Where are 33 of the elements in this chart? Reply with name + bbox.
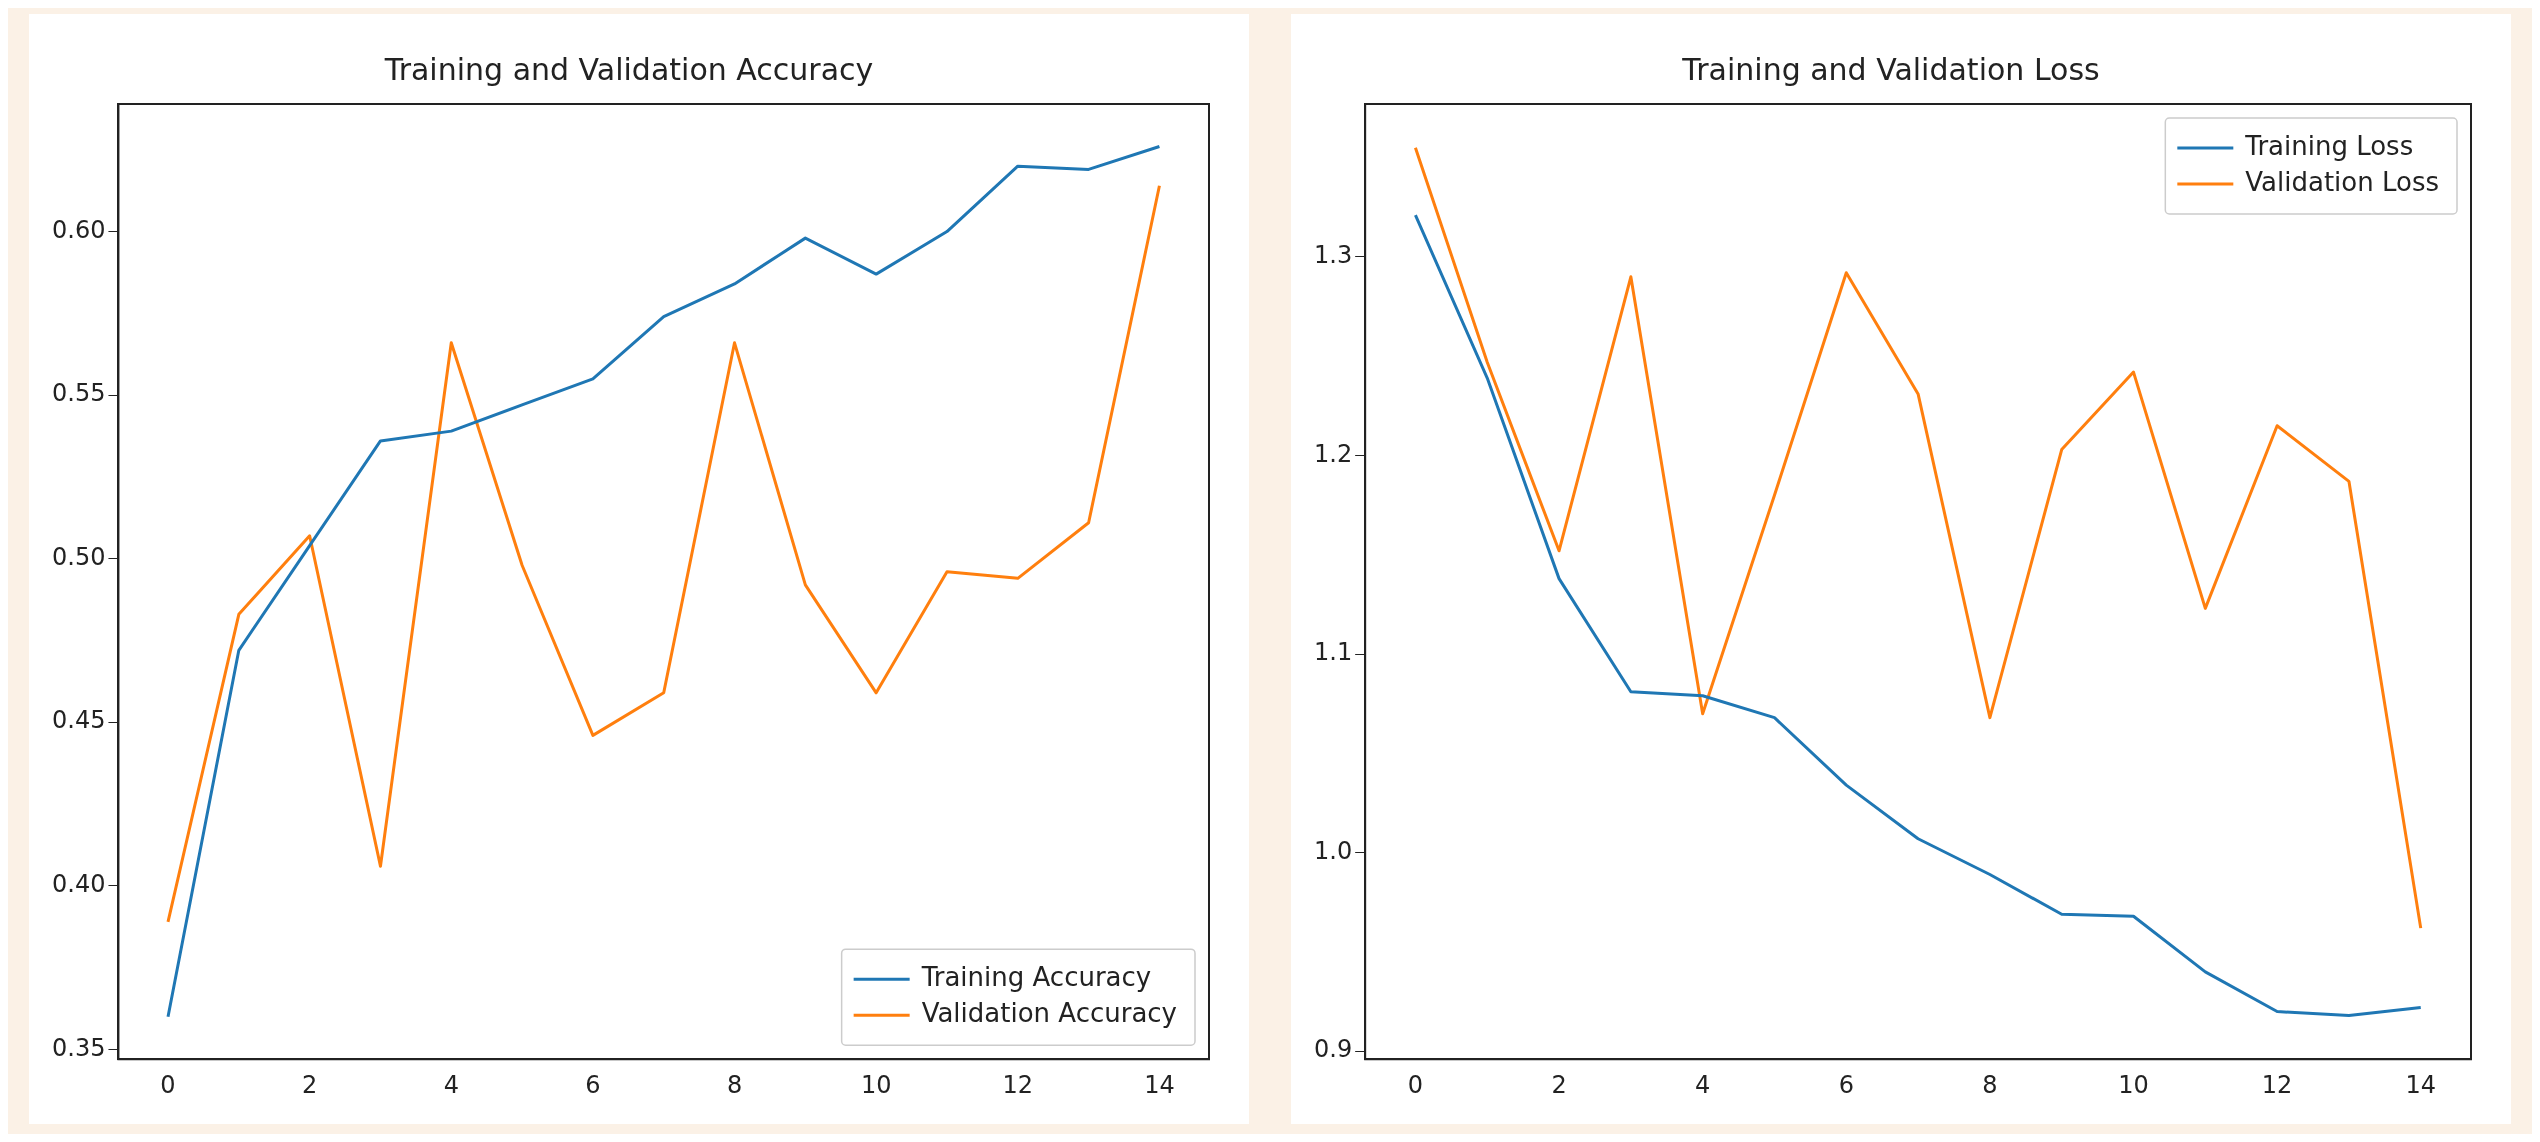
x-tick-label: 6 <box>585 1070 601 1099</box>
y-tick-label: 0.35 <box>52 1033 106 1062</box>
chart-title: Training and Validation Accuracy <box>383 51 874 87</box>
y-tick-label: 1.1 <box>1314 638 1353 667</box>
legend-label: Training Loss <box>2244 130 2414 161</box>
chart-title: Training and Validation Loss <box>1681 51 2100 87</box>
legend-label: Validation Loss <box>2245 166 2440 197</box>
y-tick-label: 0.40 <box>52 870 106 899</box>
x-tick-label: 10 <box>2118 1070 2149 1099</box>
y-tick-label: 0.55 <box>52 379 106 408</box>
x-tick-label: 12 <box>2261 1070 2293 1099</box>
x-tick-label: 6 <box>1838 1070 1854 1099</box>
x-tick-label: 4 <box>443 1070 459 1099</box>
x-tick-label: 2 <box>302 1070 318 1099</box>
x-tick-label: 10 <box>860 1070 892 1099</box>
x-tick-label: 8 <box>726 1070 743 1099</box>
x-tick-label: 0 <box>160 1070 176 1099</box>
y-tick-label: 0.9 <box>1314 1035 1353 1064</box>
x-tick-label: 12 <box>1002 1070 1034 1099</box>
y-tick-label: 1.2 <box>1314 439 1353 468</box>
y-tick-label: 0.60 <box>52 215 106 244</box>
y-tick-label: 0.50 <box>52 542 106 571</box>
x-tick-label: 14 <box>1144 1070 1175 1099</box>
x-tick-label: 0 <box>1407 1070 1424 1099</box>
x-tick-label: 8 <box>1982 1070 1998 1099</box>
x-tick-label: 2 <box>1551 1070 1567 1099</box>
legend-label: Validation Accuracy <box>921 997 1178 1028</box>
y-tick-label: 0.45 <box>52 706 106 735</box>
y-tick-label: 1.3 <box>1314 241 1353 270</box>
x-tick-label: 14 <box>2405 1070 2437 1099</box>
y-tick-label: 1.0 <box>1314 836 1353 865</box>
legend-label: Training Accuracy <box>920 961 1152 992</box>
x-tick-label: 4 <box>1695 1070 1711 1099</box>
